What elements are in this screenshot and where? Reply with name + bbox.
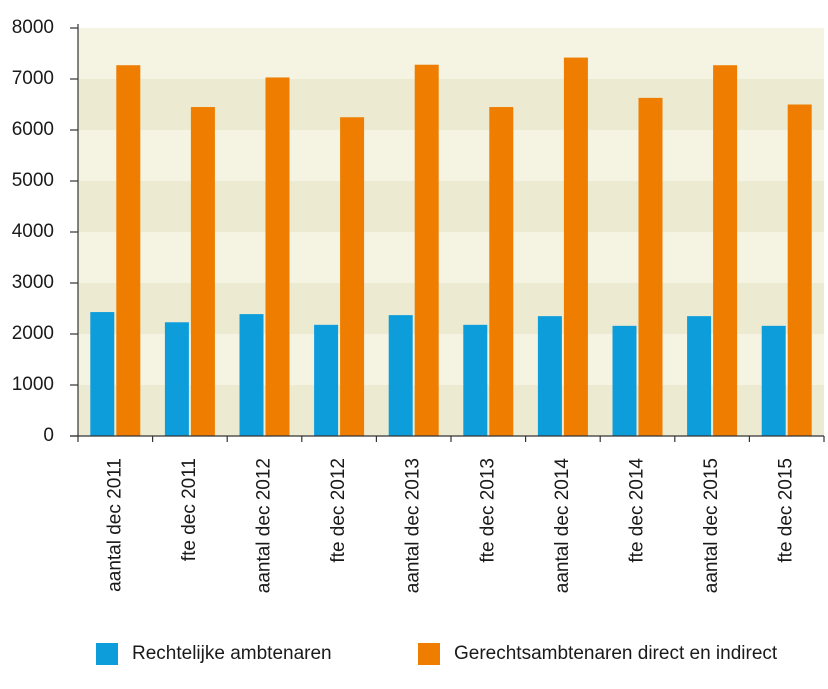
bar-gerechtsambtenaren-direct-en-indirect-aantal-dec-2015: [713, 65, 738, 436]
bar-rechtelijke-ambtenaren-fte-dec-2014: [612, 325, 637, 436]
bar-rechtelijke-ambtenaren-aantal-dec-2011: [90, 312, 115, 436]
x-tick-label-fte-dec-2014: fte dec 2014: [627, 458, 648, 563]
x-tick-label-aantal-dec-2014: aantal dec 2014: [552, 458, 573, 594]
legend-label-gerechtsambtenaren-direct-en-indirect: Gerechtsambtenaren direct en indirect: [454, 643, 778, 664]
y-tick-label: 0: [43, 425, 54, 446]
legend-swatch-gerechtsambtenaren-direct-en-indirect: [418, 643, 440, 665]
bar-gerechtsambtenaren-direct-en-indirect-aantal-dec-2013: [414, 64, 439, 436]
y-tick-label: 5000: [12, 170, 54, 191]
legend-swatch-rechtelijke-ambtenaren: [96, 643, 118, 665]
bar-rechtelijke-ambtenaren-aantal-dec-2013: [388, 315, 413, 436]
grid-band: [78, 130, 824, 181]
x-tick-label-fte-dec-2013: fte dec 2013: [477, 458, 498, 563]
y-tick-label: 3000: [12, 272, 54, 293]
bar-gerechtsambtenaren-direct-en-indirect-fte-dec-2011: [190, 107, 215, 437]
x-tick-label-fte-dec-2015: fte dec 2015: [776, 458, 797, 563]
bar-gerechtsambtenaren-direct-en-indirect-fte-dec-2015: [787, 104, 812, 436]
bar-rechtelijke-ambtenaren-aantal-dec-2015: [687, 316, 712, 436]
x-tick-label-aantal-dec-2015: aantal dec 2015: [701, 458, 722, 593]
bar-gerechtsambtenaren-direct-en-indirect-aantal-dec-2011: [116, 65, 141, 436]
grid-band: [78, 181, 824, 232]
grid-band: [78, 232, 824, 283]
grid-band: [78, 28, 824, 79]
bar-gerechtsambtenaren-direct-en-indirect-aantal-dec-2014: [563, 57, 588, 437]
y-tick-label: 2000: [12, 323, 54, 344]
x-tick-label-fte-dec-2011: fte dec 2011: [179, 458, 200, 561]
bar-gerechtsambtenaren-direct-en-indirect-fte-dec-2013: [489, 107, 514, 437]
grid-band: [78, 385, 824, 436]
legend: Rechtelijke ambtenaren Gerechtsambtenaren…: [96, 643, 778, 665]
axes-group: [70, 24, 825, 442]
y-tick-label: 4000: [12, 221, 54, 242]
y-tick-label: 8000: [12, 17, 54, 38]
bar-gerechtsambtenaren-direct-en-indirect-fte-dec-2014: [638, 97, 663, 437]
bar-rechtelijke-ambtenaren-fte-dec-2013: [463, 324, 488, 436]
bar-rechtelijke-ambtenaren-fte-dec-2011: [164, 322, 189, 436]
x-tick-label-fte-dec-2012: fte dec 2012: [328, 458, 349, 563]
x-tick-label-aantal-dec-2013: aantal dec 2013: [403, 458, 424, 593]
x-tick-label-aantal-dec-2012: aantal dec 2012: [254, 458, 275, 593]
y-tick-label: 6000: [12, 119, 54, 140]
bar-rechtelijke-ambtenaren-fte-dec-2012: [314, 324, 339, 436]
bar-rechtelijke-ambtenaren-fte-dec-2015: [761, 325, 786, 436]
grid-band: [78, 79, 824, 130]
y-tick-labels: 0 1000 2000 3000 4000 5000 6000 7000 8000: [12, 17, 54, 446]
legend-label-rechtelijke-ambtenaren: Rechtelijke ambtenaren: [132, 643, 332, 664]
bar-gerechtsambtenaren-direct-en-indirect-fte-dec-2012: [340, 117, 365, 436]
plot-background-bands: [78, 28, 824, 436]
y-tick-label: 1000: [12, 374, 54, 395]
bar-rechtelijke-ambtenaren-aantal-dec-2012: [239, 314, 264, 436]
y-tick-label: 7000: [12, 68, 54, 89]
grid-band: [78, 283, 824, 334]
grid-band: [78, 334, 824, 385]
bars-group: [90, 57, 812, 437]
x-tick-label-aantal-dec-2011: aantal dec 2011: [104, 458, 125, 592]
x-tick-labels: aantal dec 2011 fte dec 2011 aantal dec 20…: [104, 458, 796, 594]
bar-gerechtsambtenaren-direct-en-indirect-aantal-dec-2012: [265, 77, 290, 436]
bar-rechtelijke-ambtenaren-aantal-dec-2014: [537, 316, 562, 436]
